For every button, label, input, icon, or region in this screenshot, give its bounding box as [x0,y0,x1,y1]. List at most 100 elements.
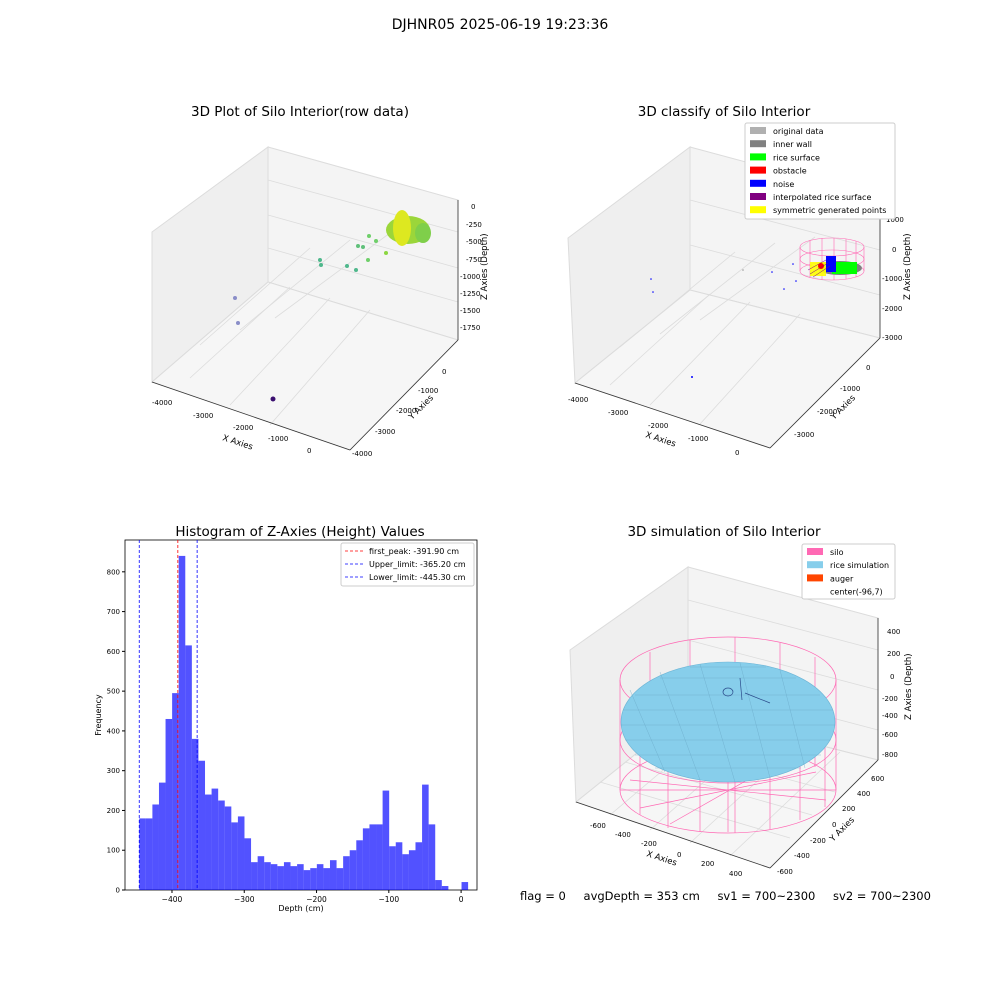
plot2-title: 3D classify of Silo Interior [637,104,811,120]
histogram-bar [323,868,330,890]
plot2-ztick: 0 [892,246,896,254]
histogram-xtick-label: −400 [162,895,183,904]
plot1-points [233,210,431,402]
histogram-bar [191,738,199,890]
plot4-ytick: -400 [794,852,810,860]
plot1-point [319,263,323,267]
histogram-bar [244,838,252,890]
sv2-text: sv2 = 700~2300 [833,889,931,903]
plot2-legend-swatch [750,193,766,200]
plot2-ticks: -4000 -3000 -2000 -1000 0 0 -1000 -2000 … [568,216,904,457]
histogram-legend-label: Lower_limit: -445.30 cm [369,573,466,582]
histogram-bar [369,824,377,890]
histogram-bar [422,784,429,890]
plot4-xtick: 200 [701,860,714,868]
histogram-ytick-label: 300 [107,767,120,775]
histogram-bar [185,645,192,890]
plot2-xtick: -2000 [648,422,668,430]
plot4-ztick: -800 [882,751,898,759]
plot1-ztick: -1250 [460,290,480,298]
plot1-ztick: -1000 [460,273,480,281]
plot1-point [318,258,322,262]
histogram-bar [172,693,179,890]
plot1-ztick: -1750 [460,324,480,332]
histogram-ytick-label: 0 [116,887,120,895]
histogram-xtick-label: −300 [234,895,255,904]
plot4-ztick: 200 [887,650,900,658]
histogram-bar [297,864,304,890]
plot1-point [356,244,360,248]
plot2-zlabel: Z Axies (Depth) [903,233,913,300]
plot1-ytick: -1000 [418,387,438,395]
plot2-ztick: 1000 [886,216,904,224]
histogram-y-ticks: 0 100 200 300 400 500 600 700 800 [107,568,125,895]
histogram-ytick-label: 400 [107,727,120,735]
histogram-xlabel: Depth (cm) [278,904,323,913]
plot1-point [270,396,276,402]
plot1-point [384,251,388,255]
histogram-bar [402,854,409,890]
plot1-xtick: -2000 [233,424,253,432]
histogram-bar [237,816,245,890]
plot1-ztick: -750 [466,256,482,264]
histogram-bar [303,870,311,890]
plot1-zlabel: Z Axies (Depth) [480,233,490,300]
histogram-ytick-label: 600 [107,648,120,656]
histogram-bar [283,862,291,890]
histogram-bar [152,804,159,890]
plot4-legend-swatch [807,561,823,569]
plot1-ticks: -4000 -3000 -2000 -1000 0 0 -1000 -2000 … [152,203,482,458]
flag-text: flag = 0 [520,889,566,903]
plot1-ytick: -2000 [396,407,416,415]
plot2-legend-label: symmetric generated points [773,206,886,215]
plot1-gridlines [189,179,459,426]
plot4-ytick: -200 [810,837,826,845]
plot2-legend-label: inner wall [773,140,812,149]
plot2-point [792,263,794,265]
plot1-point-cluster-core [393,210,411,246]
histogram-legend-label: first_peak: -391.90 cm [369,547,459,556]
plot2-legend-swatch [750,153,766,161]
plot4-axes [575,618,879,869]
sv1-text: sv1 = 700~2300 [717,889,816,903]
plot2-legend-swatch [750,140,766,148]
plot4-legend-swatch [807,548,823,555]
histogram-bar [408,850,416,890]
histogram-xtick-label: −100 [379,895,400,904]
plot4-center-marker [722,677,771,704]
plot4-title: 3D simulation of Silo Interior [627,524,821,540]
histogram-bar [329,860,337,890]
plot4-legend-swatch [807,574,823,582]
plot4-xtick: -600 [590,822,606,830]
plot2-point [691,376,693,378]
plot4-ticks: -600 -400 -200 0 200 400 600 400 200 0 -… [590,628,900,878]
histogram-bar [382,790,390,890]
plot1-point [345,264,349,268]
histogram-bar [389,846,396,890]
plot4-ztick: 400 [887,628,900,636]
plot1-xtick: -3000 [193,412,213,420]
histogram-xtick-label: −200 [306,895,327,904]
plot1-point [233,296,237,300]
plot2-xtick: -1000 [688,435,708,443]
plot4-xtick: -200 [641,840,657,848]
histogram-bar [395,842,403,890]
plot4-xlabel: X Axies [645,849,678,868]
plot1-ytick: -4000 [352,450,372,458]
histogram-bar [435,880,442,890]
histogram-title: Histogram of Z-Axies (Height) Values [175,524,425,540]
plot4-ytick: 0 [832,821,836,829]
summary-footer: flag = 0 avgDepth = 353 cm sv1 = 700~230… [520,889,945,903]
plot2-legend-label: noise [773,180,794,189]
plot4-ytick: 400 [857,790,870,798]
plot2-gridlines [609,199,881,425]
plot2-ytick: 0 [866,364,870,372]
histogram-bar [264,862,271,890]
histogram-bar [231,822,238,890]
histogram-bar [310,868,317,890]
plot4-xtick: -400 [615,831,631,839]
histogram-bar [356,840,363,890]
